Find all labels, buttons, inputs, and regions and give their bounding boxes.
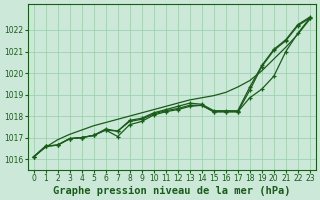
X-axis label: Graphe pression niveau de la mer (hPa): Graphe pression niveau de la mer (hPa) xyxy=(53,186,291,196)
